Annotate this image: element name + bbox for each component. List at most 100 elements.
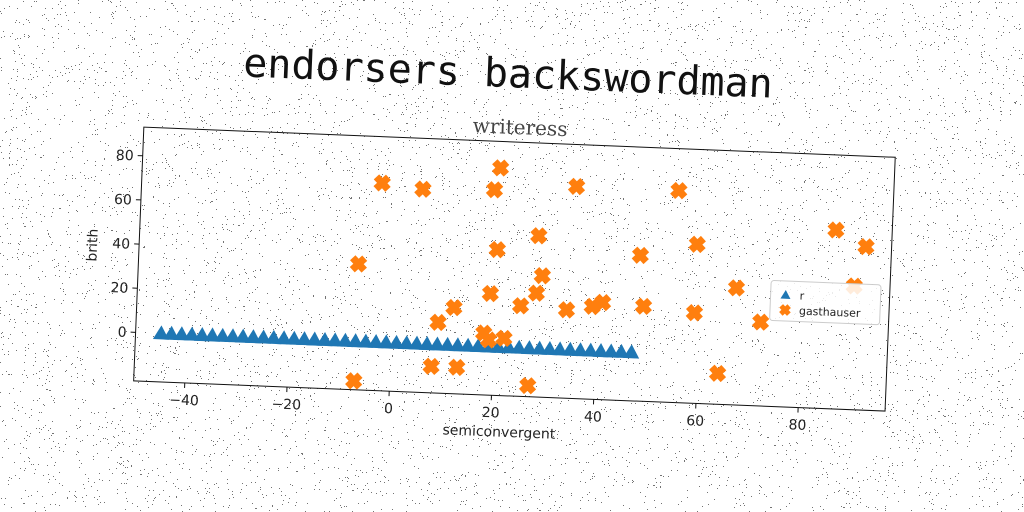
data-point-triangle — [500, 339, 517, 354]
data-point-cross — [530, 227, 548, 245]
data-point-cross — [827, 221, 845, 239]
x-tick-label: −40 — [169, 392, 199, 409]
data-point-triangle — [449, 337, 466, 352]
y-tick-label: 80 — [116, 148, 134, 165]
legend: r gasthauser — [769, 280, 882, 326]
data-point-triangle — [459, 337, 476, 353]
data-point-cross — [631, 246, 650, 265]
x-axis: −40 −20 0 20 40 60 80 — [169, 382, 807, 434]
y-tick-label: 40 — [112, 236, 130, 253]
data-point-triangle — [551, 341, 568, 356]
data-point-cross — [518, 376, 537, 395]
data-point-cross — [445, 298, 463, 317]
data-point-triangle — [347, 333, 364, 348]
y-tick-label: 60 — [114, 192, 132, 209]
data-point-triangle — [214, 327, 231, 343]
data-point-triangle — [336, 332, 353, 348]
x-tick-label: 0 — [384, 401, 394, 417]
data-point-cross — [527, 284, 546, 302]
series-1 — [345, 159, 875, 395]
data-point-triangle — [152, 325, 169, 340]
y-axis: 0 20 40 60 80 — [110, 148, 143, 341]
series-0 — [152, 325, 640, 359]
data-point-triangle — [418, 336, 435, 351]
data-point-cross — [593, 293, 612, 312]
x-tick-label: 20 — [482, 405, 500, 422]
legend-marker — [780, 289, 791, 299]
data-point-cross — [685, 304, 704, 322]
data-point-triangle — [183, 326, 200, 341]
data-point-triangle — [541, 340, 558, 356]
data-point-cross — [414, 180, 432, 198]
y-axis-label: brith — [84, 228, 101, 262]
data-point-cross — [373, 174, 391, 192]
data-point-cross — [533, 267, 552, 285]
legend-label: r — [799, 290, 805, 303]
data-point-triangle — [377, 334, 394, 349]
data-point-triangle — [439, 336, 456, 352]
data-point-triangle — [469, 338, 486, 353]
data-point-cross — [448, 358, 466, 377]
data-point-triangle — [480, 338, 497, 353]
data-point-cross — [488, 240, 507, 259]
data-point-cross — [583, 297, 602, 316]
data-point-cross — [751, 313, 770, 331]
axes: writeress −40 −20 0 20 40 60 80 0 20 40 60 80 semi… — [84, 113, 896, 443]
data-point-cross — [422, 357, 440, 376]
data-point-triangle — [275, 330, 292, 345]
figure-suptitle: endorsers backswordman — [242, 40, 773, 107]
plot-marks — [152, 159, 875, 395]
data-point-triangle — [306, 331, 323, 346]
data-point-cross — [857, 238, 875, 256]
data-point-triangle — [367, 334, 384, 349]
data-point-triangle — [296, 331, 313, 346]
legend-marker — [779, 304, 791, 316]
data-point-cross — [634, 297, 653, 316]
data-point-cross — [511, 297, 530, 315]
data-point-triangle — [490, 338, 507, 354]
data-point-cross — [727, 279, 746, 297]
chart-title: writeress — [472, 113, 568, 141]
data-point-triangle — [326, 332, 343, 347]
data-point-triangle — [285, 330, 302, 346]
data-point-cross — [567, 177, 586, 196]
data-point-cross — [670, 181, 688, 200]
legend-label: gasthauser — [799, 305, 861, 320]
x-axis-label: semiconvergent — [442, 422, 556, 443]
data-point-triangle — [510, 339, 527, 355]
data-point-triangle — [173, 326, 190, 341]
data-point-triangle — [388, 334, 405, 350]
data-point-cross — [491, 159, 510, 177]
data-point-triangle — [163, 325, 180, 341]
data-point-triangle — [193, 327, 210, 342]
data-point-cross — [557, 301, 576, 319]
data-point-triangle — [582, 342, 599, 357]
data-point-triangle — [623, 344, 640, 359]
data-point-triangle — [428, 336, 445, 351]
data-point-triangle — [316, 331, 333, 347]
data-point-cross — [345, 372, 363, 390]
data-point-triangle — [357, 333, 374, 348]
data-point-cross — [429, 313, 447, 332]
data-point-cross — [485, 181, 504, 199]
data-point-triangle — [572, 342, 589, 357]
x-tick-label: 40 — [584, 409, 602, 426]
data-point-cross — [349, 255, 368, 273]
x-tick-label: −20 — [271, 396, 301, 413]
x-tick-label: 60 — [686, 413, 704, 430]
data-point-cross — [481, 284, 500, 303]
data-point-triangle — [234, 328, 251, 343]
data-point-triangle — [244, 329, 261, 344]
plot-frame — [133, 126, 896, 412]
data-point-triangle — [531, 340, 548, 355]
data-point-triangle — [224, 328, 241, 343]
data-point-triangle — [398, 335, 415, 350]
data-point-triangle — [592, 343, 609, 358]
data-point-cross — [708, 364, 727, 383]
y-tick-label: 20 — [110, 280, 128, 297]
data-point-triangle — [265, 329, 282, 345]
data-point-cross — [688, 235, 706, 254]
